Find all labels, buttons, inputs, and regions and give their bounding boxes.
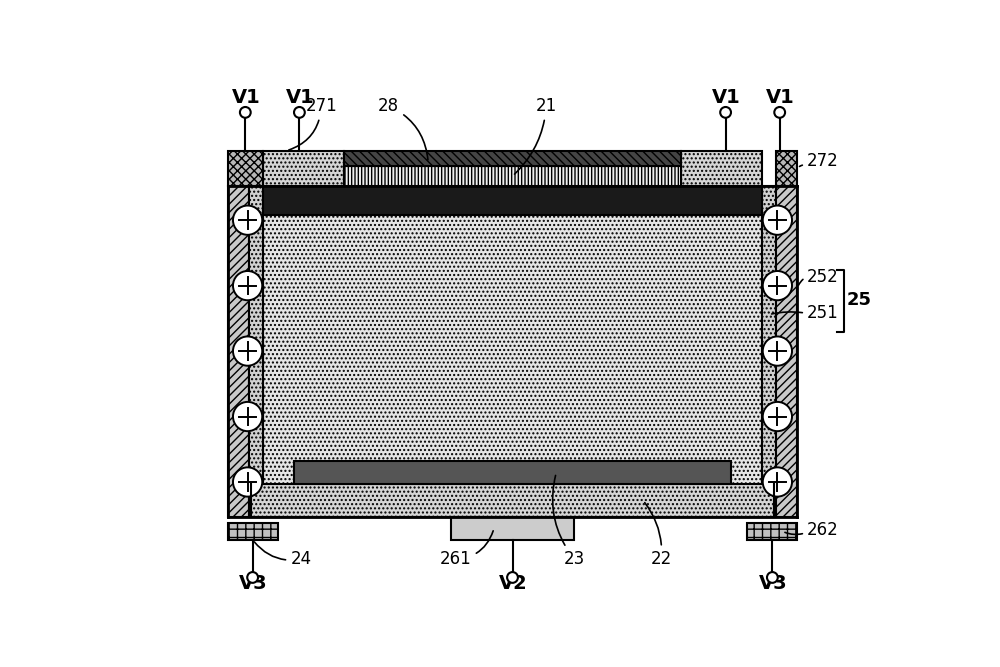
Text: 252: 252 <box>807 268 838 286</box>
Text: 23: 23 <box>553 476 585 568</box>
Bar <box>228 185 249 517</box>
Circle shape <box>720 107 731 118</box>
Bar <box>344 151 681 167</box>
Circle shape <box>233 271 262 300</box>
Circle shape <box>507 572 518 583</box>
Circle shape <box>233 402 262 431</box>
Bar <box>451 517 574 540</box>
Bar <box>263 151 344 185</box>
Bar <box>762 185 776 517</box>
Bar <box>251 484 774 517</box>
Bar <box>776 185 797 517</box>
Bar <box>344 167 681 185</box>
Bar <box>263 185 762 215</box>
Text: V3: V3 <box>759 574 787 593</box>
Bar <box>249 185 263 517</box>
Text: 272: 272 <box>807 153 838 171</box>
Bar <box>776 151 797 185</box>
Circle shape <box>233 336 262 366</box>
Text: V1: V1 <box>766 88 795 107</box>
Text: V3: V3 <box>239 574 267 593</box>
Text: 262: 262 <box>807 521 838 539</box>
Text: 271: 271 <box>289 97 337 150</box>
Text: V1: V1 <box>231 88 260 107</box>
Bar <box>681 151 762 185</box>
Text: 24: 24 <box>254 542 312 568</box>
Text: 261: 261 <box>439 531 493 568</box>
Circle shape <box>763 336 792 366</box>
Text: 21: 21 <box>515 97 557 174</box>
Bar <box>228 151 263 185</box>
Text: 251: 251 <box>807 304 838 322</box>
Text: V2: V2 <box>499 574 527 593</box>
Polygon shape <box>294 461 731 484</box>
Text: 25: 25 <box>847 291 872 309</box>
Circle shape <box>763 271 792 300</box>
Circle shape <box>247 572 258 583</box>
Text: V1: V1 <box>712 88 740 107</box>
Circle shape <box>763 205 792 235</box>
Circle shape <box>763 402 792 431</box>
Circle shape <box>240 107 251 118</box>
Circle shape <box>763 468 792 497</box>
Circle shape <box>774 107 785 118</box>
Circle shape <box>294 107 305 118</box>
Circle shape <box>233 468 262 497</box>
Circle shape <box>233 205 262 235</box>
Bar <box>263 185 762 517</box>
Text: V1: V1 <box>286 88 314 107</box>
Text: 22: 22 <box>645 503 672 568</box>
Text: 28: 28 <box>378 97 428 160</box>
Bar <box>747 523 797 540</box>
Circle shape <box>767 572 778 583</box>
Bar <box>228 523 278 540</box>
